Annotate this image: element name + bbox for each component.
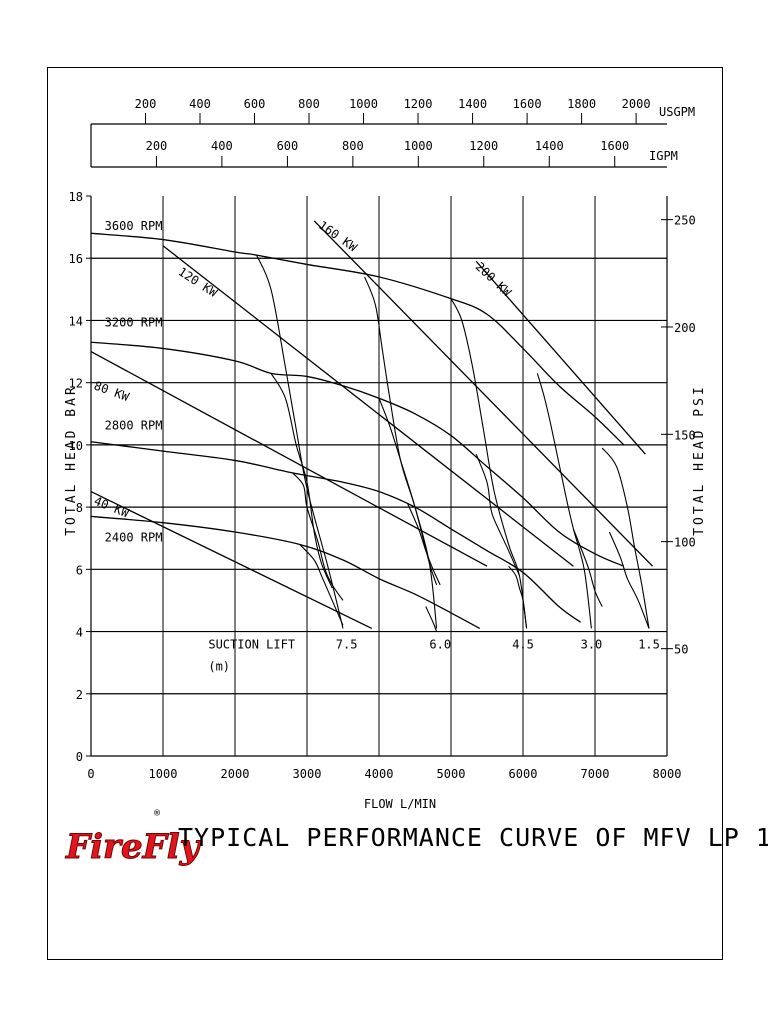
suction-lift-curve: [270, 373, 333, 589]
suction-lift-label: SUCTION LIFT: [208, 638, 295, 652]
suction-lift-curve: [608, 531, 650, 629]
igpm-tick-label: 800: [342, 139, 364, 153]
rpm-curve: [90, 441, 581, 623]
power-line-label: 200 KW: [473, 260, 515, 300]
power-line-label: 120 KW: [176, 265, 221, 301]
y-tick-label: 16: [69, 252, 83, 266]
suction-lift-value: 1.5: [638, 638, 660, 652]
y-tick-label: 6: [76, 563, 83, 577]
firefly-logo: FireFly ®: [65, 808, 203, 868]
x-tick-label: 1000: [149, 767, 178, 781]
suction-lift-curve: [450, 298, 528, 629]
psi-tick-label: 50: [674, 643, 688, 657]
power-line: [475, 260, 646, 455]
page-frame: [47, 67, 723, 960]
rpm-curve-label: 2800 RPM: [105, 418, 163, 432]
psi-tick-label: 150: [674, 428, 696, 442]
usgpm-axis-label: USGPM: [659, 105, 695, 119]
y-tick-label: 8: [76, 501, 83, 515]
igpm-tick-label: 600: [277, 139, 299, 153]
suction-lift-curve: [425, 606, 438, 632]
igpm-tick-label: 1000: [404, 139, 433, 153]
y-tick-label: 10: [69, 439, 83, 453]
igpm-tick-label: 1200: [469, 139, 498, 153]
suction-lift-curve: [299, 544, 344, 626]
suction-lift-curve: [407, 503, 441, 586]
psi-tick-label: 250: [674, 214, 696, 228]
rpm-curve-label: 2400 RPM: [105, 530, 163, 544]
usgpm-tick-label: 1000: [349, 97, 378, 111]
x-tick-label: 4000: [365, 767, 394, 781]
usgpm-tick-label: 1200: [404, 97, 433, 111]
x-tick-label: 5000: [437, 767, 466, 781]
igpm-axis-label: IGPM: [649, 149, 678, 163]
suction-lift-curve: [292, 472, 344, 601]
y-tick-label: 18: [69, 190, 83, 204]
x-tick-label: 7000: [581, 767, 610, 781]
suction-lift-value: 6.0: [429, 638, 451, 652]
logo-text: FireFly: [65, 827, 202, 867]
igpm-tick-label: 200: [146, 139, 168, 153]
y-tick-label: 4: [76, 626, 83, 640]
x-tick-label: 8000: [653, 767, 682, 781]
y-tick-label: 0: [76, 750, 83, 764]
rpm-curve: [90, 232, 625, 446]
x-tick-label: 2000: [221, 767, 250, 781]
usgpm-tick-label: 1800: [567, 97, 596, 111]
power-line: [162, 245, 574, 567]
y-tick-label: 2: [76, 688, 83, 702]
usgpm-tick-label: 1400: [458, 97, 487, 111]
suction-lift-curve: [508, 565, 528, 629]
igpm-tick-label: 1400: [535, 139, 564, 153]
psi-tick-label: 100: [674, 536, 696, 550]
registered-mark: ®: [154, 808, 161, 819]
suction-lift-value: 7.5: [336, 638, 358, 652]
psi-tick-label: 200: [674, 321, 696, 335]
power-line: [90, 490, 373, 630]
suction-lift-value: 4.5: [512, 638, 534, 652]
usgpm-tick-label: 600: [244, 97, 266, 111]
suction-lift-curve: [378, 398, 438, 586]
usgpm-tick-label: 1600: [513, 97, 542, 111]
x-tick-label: 6000: [509, 767, 538, 781]
suction-lift-curve: [475, 454, 520, 576]
usgpm-tick-label: 400: [189, 97, 211, 111]
chart-title: TYPICAL PERFORMANCE CURVE OF MFV LP 1060: [178, 823, 768, 852]
rpm-curve-label: 3600 RPM: [105, 219, 163, 233]
suction-lift-curve: [364, 276, 438, 629]
y-axis-title-left: TOTAL HEAD BAR: [64, 384, 79, 536]
x-axis-title: FLOW L/MIN: [364, 797, 436, 811]
suction-lift-curve: [256, 254, 344, 629]
y-tick-label: 12: [69, 377, 83, 391]
rpm-curve: [90, 341, 625, 567]
power-line: [313, 220, 654, 567]
usgpm-tick-label: 200: [135, 97, 157, 111]
power-line-label: 160 KW: [316, 218, 360, 255]
y-tick-label: 14: [69, 314, 83, 328]
y-axis-title-right: TOTAL HEAD PSI: [692, 384, 707, 536]
igpm-tick-label: 400: [211, 139, 233, 153]
suction-lift-unit: (m): [208, 659, 230, 673]
rpm-curve-label: 3200 RPM: [105, 316, 163, 330]
suction-lift-value: 3.0: [581, 638, 603, 652]
usgpm-tick-label: 800: [298, 97, 320, 111]
igpm-tick-label: 1600: [600, 139, 629, 153]
rpm-curve: [90, 515, 481, 630]
suction-lift-curve: [572, 528, 603, 607]
suction-lift-curve: [536, 373, 592, 629]
suction-lift-curve: [601, 447, 650, 629]
x-tick-label: 3000: [293, 767, 322, 781]
x-tick-label: 0: [87, 767, 94, 781]
usgpm-tick-label: 2000: [622, 97, 651, 111]
